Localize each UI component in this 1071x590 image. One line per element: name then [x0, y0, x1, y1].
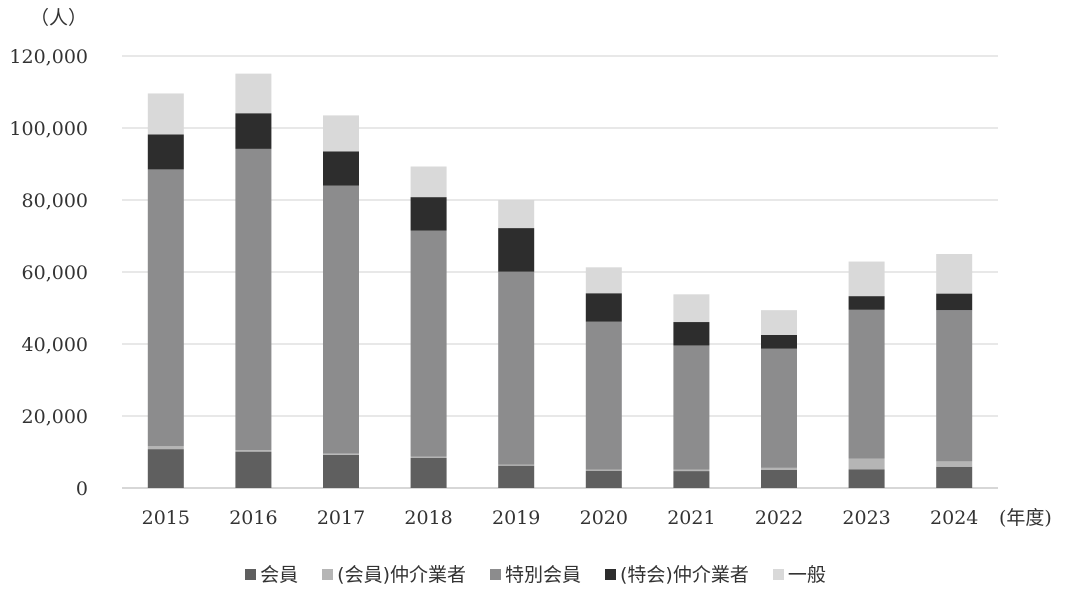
legend-label: (特会)仲介業者: [620, 564, 749, 586]
legend-item: 会員: [245, 560, 298, 587]
bar-segment: [323, 453, 359, 455]
x-tick-label: 2017: [317, 507, 365, 529]
bar-segment: [410, 230, 447, 457]
y-tick-label: 120,000: [9, 46, 88, 68]
bar-segment: [673, 469, 710, 472]
bar-segment: [410, 166, 447, 198]
bar-segment: [848, 458, 885, 470]
bar-segment: [147, 169, 184, 447]
bar-segment: [848, 261, 885, 297]
x-tick-label: 2018: [404, 507, 452, 529]
bar-segment: [323, 151, 359, 186]
bar-segment: [585, 469, 622, 471]
bar-segment: [235, 450, 272, 452]
bar-segment: [147, 134, 184, 170]
legend-item: (会員)仲介業者: [322, 560, 466, 587]
x-tick-label: 2021: [667, 507, 715, 529]
bar-segment: [498, 228, 535, 272]
y-tick-label: 80,000: [22, 190, 88, 212]
x-axis-unit-label: (年度): [999, 507, 1052, 529]
x-tick-label: 2019: [492, 507, 540, 529]
bar-segment: [147, 93, 184, 135]
bar-segment: [585, 293, 622, 322]
legend-label: 一般: [787, 564, 826, 586]
bar-segment: [761, 335, 797, 349]
bar-segment: [235, 113, 272, 149]
bar-segment: [848, 296, 885, 310]
bar-segment: [410, 457, 447, 488]
bar-segment: [498, 465, 535, 488]
legend-swatch: [772, 569, 784, 580]
bar-segment: [585, 321, 622, 470]
legend-swatch: [322, 569, 334, 580]
bar-segment: [235, 73, 272, 114]
x-tick-label: 2023: [842, 507, 890, 529]
bar-segment: [585, 267, 622, 294]
y-tick-label: 0: [76, 478, 88, 500]
bar-segment: [848, 309, 885, 459]
bar-segment: [410, 456, 447, 458]
y-axis-unit-label: （人）: [30, 7, 87, 29]
bar-segment: [673, 471, 710, 488]
x-tick-label: 2016: [229, 507, 277, 529]
legend-label: (会員)仲介業者: [337, 564, 466, 586]
bar-segment: [673, 345, 710, 470]
bar-segment: [761, 348, 797, 468]
bar-segment: [936, 461, 973, 467]
y-tick-label: 100,000: [9, 118, 88, 140]
bar-segment: [498, 200, 535, 229]
bar-segment: [410, 197, 447, 231]
y-tick-label: 20,000: [22, 406, 88, 428]
bar-segment: [936, 466, 973, 488]
bar-segment: [147, 446, 184, 450]
bar-segment: [585, 470, 622, 488]
bar-segment: [936, 254, 973, 294]
bar-segment: [235, 148, 272, 451]
bar-segment: [848, 469, 885, 488]
y-tick-label: 60,000: [22, 262, 88, 284]
x-tick-label: 2020: [580, 507, 628, 529]
x-tick-label: 2015: [142, 507, 190, 529]
bar-segment: [673, 322, 710, 346]
y-axis-ticks: 0 20,000 40,000 60,000 80,000 100,000 120,000: [9, 46, 88, 500]
bar-segment: [498, 464, 535, 466]
legend: 会員 (会員)仲介業者 特別会員 (特会)仲介業者 一般: [0, 560, 1071, 587]
legend-swatch: [489, 569, 501, 580]
x-tick-label: 2022: [755, 507, 803, 529]
bar-segment: [761, 470, 797, 488]
legend-item: 特別会員: [489, 560, 581, 587]
bar-segment: [147, 449, 184, 488]
x-axis-ticks: 2015 2016 2017 2018 2019 2020 2021 2022 2023 2024: [142, 507, 979, 529]
x-tick-label: 2024: [930, 507, 978, 529]
y-tick-label: 40,000: [22, 334, 88, 356]
bar-segment: [323, 454, 359, 488]
bar-segment: [761, 467, 797, 470]
legend-label: 会員: [260, 564, 299, 586]
bar-segment: [936, 293, 973, 311]
bar-segment: [673, 294, 710, 323]
bar-segment: [936, 310, 973, 462]
legend-swatch: [245, 569, 257, 580]
legend-swatch: [605, 569, 616, 580]
bar-segment: [498, 271, 535, 465]
bar-segment: [323, 115, 359, 152]
bars: [147, 73, 973, 488]
legend-label: 特別会員: [504, 564, 581, 586]
bar-segment: [761, 310, 797, 335]
legend-item: 一般: [772, 560, 826, 587]
legend-item: (特会)仲介業者: [605, 560, 749, 587]
bar-segment: [235, 451, 272, 488]
bar-segment: [323, 185, 359, 454]
